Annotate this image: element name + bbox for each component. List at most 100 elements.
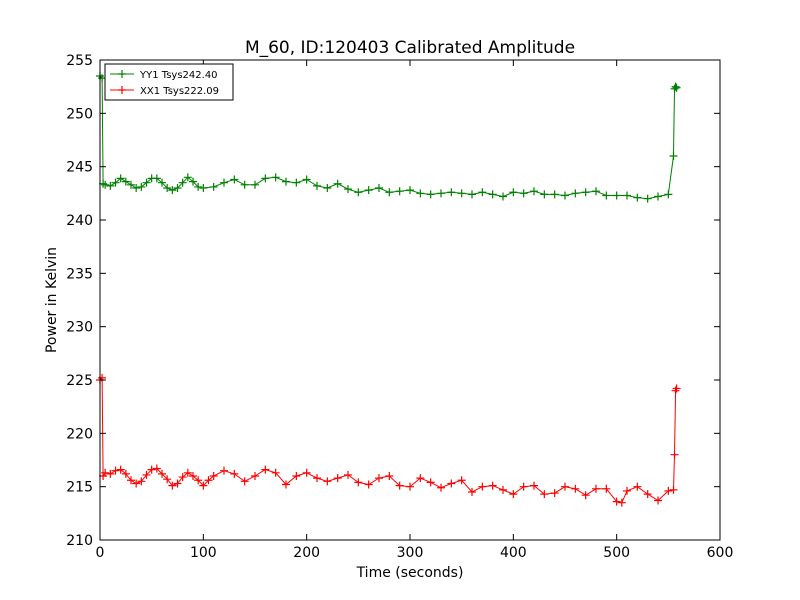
x-tick-labels: 0 100 200 300 400 500 600 [96,545,734,561]
legend-marker [118,70,126,78]
data-point-marker [183,468,192,477]
data-point-marker [116,174,125,183]
data-point-marker [168,186,177,195]
data-point-marker [220,466,228,475]
data-point-marker [106,469,115,478]
data-point-marker [643,194,652,203]
chart-title: M_60, ID:120403 Calibrated Amplitude [245,38,575,58]
data-point-marker [612,191,621,200]
data-point-marker [519,482,528,491]
y-tick-label: 255 [66,53,93,69]
data-point-marker [142,470,151,479]
data-point-marker [282,480,290,489]
data-point-marker [261,174,270,183]
data-point-marker [457,476,466,485]
y-tick-label: 210 [66,533,93,549]
data-point-marker [163,475,172,484]
data-point-marker [261,465,270,474]
legend-marker [118,86,126,94]
data-point-marker [98,373,107,382]
data-point-marker [612,497,621,506]
data-point-marker [499,485,507,494]
data-point-marker [271,468,280,477]
data-point-marker [581,491,590,500]
data-point-marker [333,179,342,188]
plot-background [100,60,720,540]
data-point-marker [633,193,642,202]
x-tick-label: 0 [96,545,105,561]
legend: YY1 Tsys242.40 XX1 Tsys222.09 [104,63,234,101]
data-point-marker [142,178,151,187]
data-point-marker [671,82,680,91]
y-tick-label: 240 [66,213,93,229]
data-point-marker [550,489,559,498]
data-point-marker [468,488,476,496]
y-tick-label: 220 [66,426,93,442]
data-point-marker [664,486,673,495]
data-point-marker [178,473,187,482]
data-point-marker [457,189,466,198]
data-point-marker [183,173,192,182]
data-point-marker [416,189,425,198]
data-point-marker [540,190,549,199]
data-point-marker [230,469,239,478]
x-tick-label: 600 [707,545,734,561]
data-point-marker [240,180,249,189]
data-point-marker [395,481,404,490]
data-point-marker [519,189,528,198]
data-point-marker [617,498,626,507]
data-point-marker [375,184,383,192]
data-point-marker [643,490,652,499]
data-point-marker [395,187,404,196]
legend-label: YY1 Tsys242.40 [139,70,218,81]
data-point-marker [550,190,559,199]
data-point-marker [323,477,332,486]
data-point-marker [173,184,182,192]
data-point-marker [654,496,662,505]
data-point-marker [344,185,352,194]
data-point-marker [602,484,611,493]
data-point-marker [623,486,631,495]
data-point-marker [354,188,363,197]
data-point-marker [251,472,259,480]
data-point-marker [540,490,549,499]
y-tick-label: 215 [66,480,93,496]
x-tick-label: 400 [500,545,527,561]
data-point-marker [313,474,321,483]
data-point-marker [437,483,445,492]
data-point-marker [194,476,203,485]
data-point-marker [158,469,166,478]
data-point-marker [602,191,611,200]
data-point-marker [623,191,631,200]
data-point-marker [302,468,311,477]
data-point-marker [385,188,394,197]
data-point-marker [488,481,497,490]
y-tick-label: 235 [66,266,93,282]
y-axis-label: Power in Kelvin [44,247,60,353]
data-point-marker [302,175,311,184]
data-point-marker [158,178,166,187]
x-tick-label: 500 [603,545,630,561]
data-point-marker [163,184,172,192]
data-point-marker [313,181,321,190]
data-point-marker [364,480,373,489]
data-point-marker [199,481,208,490]
data-point-marker [106,181,115,190]
data-point-marker [654,192,662,201]
data-point-marker [488,190,497,199]
data-point-marker [132,184,141,192]
x-axis-label: Time (seconds) [356,565,464,581]
data-point-marker [499,192,507,201]
data-point-marker [209,472,218,480]
data-point-marker [672,83,681,92]
data-point-marker [111,466,120,475]
data-point-marker [178,178,187,187]
y-tick-labels: 210 215 220 225 230 235 240 245 250 255 [66,53,93,549]
data-point-marker [633,482,642,491]
data-point-marker [344,470,352,479]
data-point-marker [251,180,259,189]
data-point-marker [571,189,580,198]
data-point-marker [509,188,518,197]
data-point-marker [173,479,182,488]
data-point-marker [199,184,208,192]
